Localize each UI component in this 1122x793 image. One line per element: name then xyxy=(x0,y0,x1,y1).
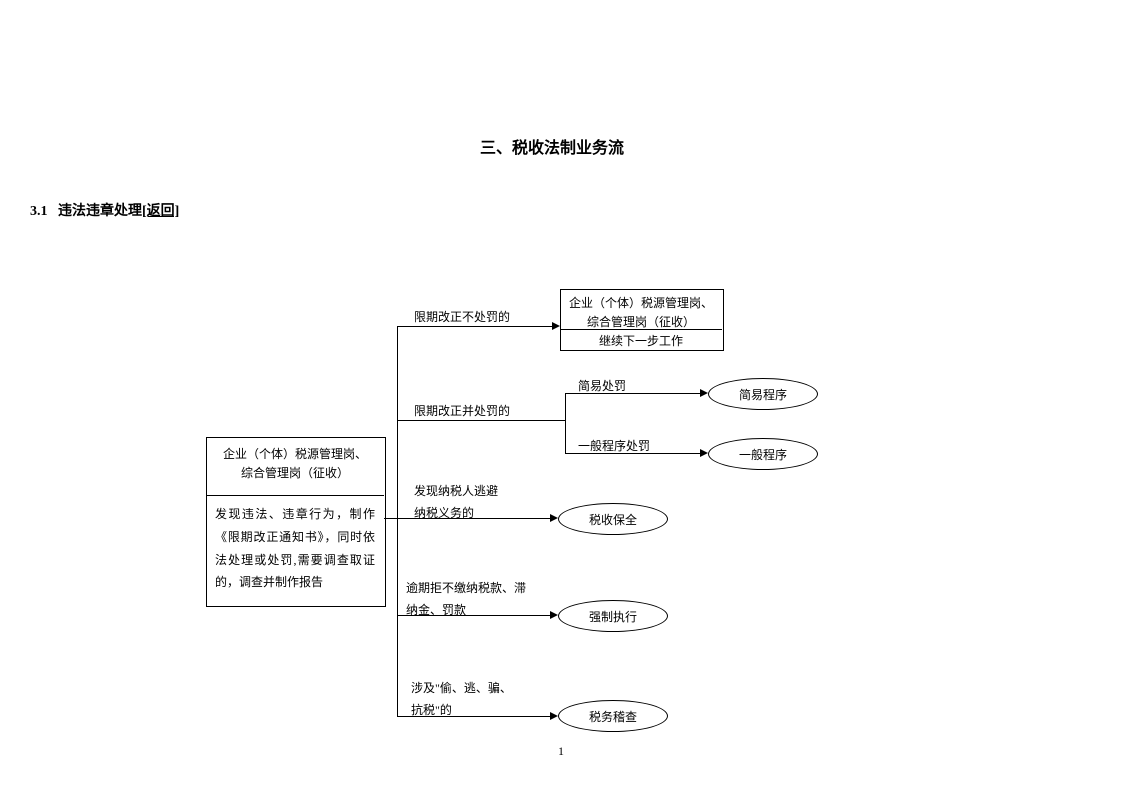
start-node-divider xyxy=(206,495,384,496)
edge-arrow-5 xyxy=(550,712,558,720)
start-node-header-line2: 综合管理岗（征收） xyxy=(241,466,349,480)
edge-trunk xyxy=(397,326,398,716)
section-header: 3.1 违法违章处理[返回] xyxy=(30,200,179,220)
edge-label-5: 涉及"偷、逃、骗、 抗税"的 xyxy=(411,678,512,721)
edge-label-4b: 纳金、罚款 xyxy=(406,603,466,617)
simple-procedure-node: 简易程序 xyxy=(708,378,818,410)
continue-node-text: 企业（个体）税源管理岗、 综合管理岗（征收） 继续下一步工作 xyxy=(566,294,716,352)
continue-line3: 继续下一步工作 xyxy=(599,334,683,348)
page-title: 三、税收法制业务流 xyxy=(480,134,624,158)
edge-label-3: 发现纳税人逃避 纳税义务的 xyxy=(414,481,498,524)
section-name: 违法违章处理 xyxy=(58,204,142,219)
edge-label-2: 限期改正并处罚的 xyxy=(414,401,510,423)
edge-arrow-2a xyxy=(700,389,708,397)
simple-procedure-label: 简易程序 xyxy=(739,386,787,403)
return-link[interactable]: [返回] xyxy=(142,204,179,219)
tax-preservation-label: 税收保全 xyxy=(589,511,637,528)
page-number: 1 xyxy=(558,744,564,759)
edge-label-2b: 一般程序处罚 xyxy=(578,436,650,458)
edge-arrow-4 xyxy=(550,611,558,619)
enforcement-label: 强制执行 xyxy=(589,608,637,625)
edge-label-5b: 抗税"的 xyxy=(411,703,452,717)
enforcement-node: 强制执行 xyxy=(558,600,668,632)
edge-label-4: 逾期拒不缴纳税款、滞 纳金、罚款 xyxy=(406,578,526,621)
edge-arrow-2b xyxy=(700,449,708,457)
edge-arrow-3 xyxy=(550,514,558,522)
continue-line1: 企业（个体）税源管理岗、 xyxy=(569,296,713,310)
edge-arrow-1 xyxy=(552,322,560,330)
tax-inspection-label: 税务稽查 xyxy=(589,708,637,725)
tax-inspection-node: 税务稽查 xyxy=(558,700,668,732)
edge-label-2a: 简易处罚 xyxy=(578,376,626,398)
edge-label-4a: 逾期拒不缴纳税款、滞 xyxy=(406,581,526,595)
section-number: 3.1 xyxy=(30,204,48,219)
general-procedure-node: 一般程序 xyxy=(708,438,818,470)
edge-label-5a: 涉及"偷、逃、骗、 xyxy=(411,681,512,695)
edge-label-1: 限期改正不处罚的 xyxy=(414,307,510,329)
edge-label-3a: 发现纳税人逃避 xyxy=(414,484,498,498)
start-node-body: 发现违法、违章行为，制作《限期改正通知书》，同时依法处理或处罚,需要调查取证的，… xyxy=(215,503,375,594)
continue-line2: 综合管理岗（征收） xyxy=(587,315,695,329)
start-node-header: 企业（个体）税源管理岗、 综合管理岗（征收） xyxy=(215,445,375,483)
edge-stem xyxy=(384,518,397,519)
start-node-header-line1: 企业（个体）税源管理岗、 xyxy=(223,447,367,461)
general-procedure-label: 一般程序 xyxy=(739,446,787,463)
edge-label-3b: 纳税义务的 xyxy=(414,506,474,520)
edge-branch-2-split xyxy=(565,393,566,453)
tax-preservation-node: 税收保全 xyxy=(558,503,668,535)
